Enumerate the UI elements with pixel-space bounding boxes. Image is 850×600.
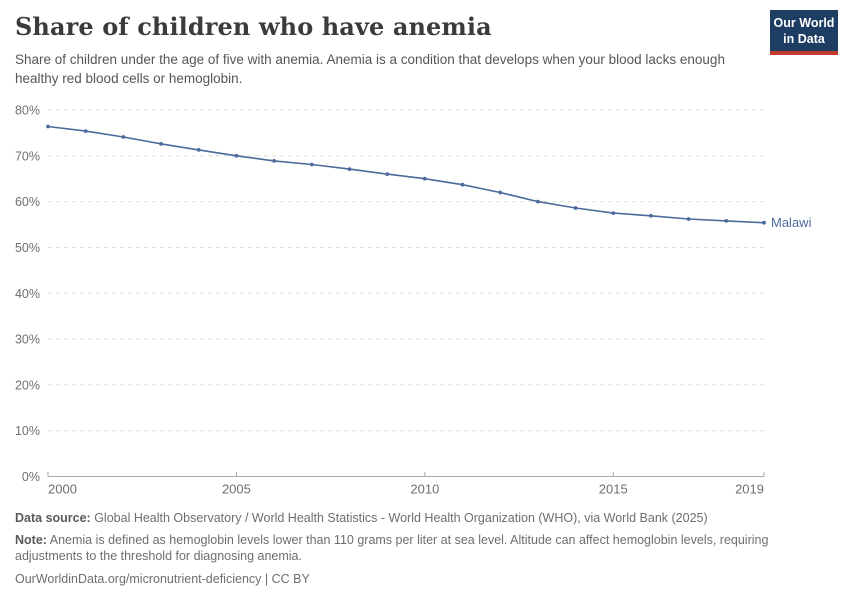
- data-point: [573, 206, 578, 210]
- data-point: [611, 211, 616, 216]
- y-tick-label: 50%: [15, 241, 40, 255]
- data-point: [385, 172, 390, 177]
- y-tick-label: 80%: [15, 104, 40, 118]
- y-tick-label: 10%: [15, 424, 40, 438]
- data-point: [649, 213, 653, 218]
- y-tick-label: 20%: [15, 378, 40, 392]
- chart-subtitle: Share of children under the age of five …: [15, 52, 725, 86]
- license-line: OurWorldinData.org/micronutrient-deficie…: [15, 571, 310, 586]
- y-tick-label: 40%: [15, 287, 40, 301]
- x-tick-label: 2019: [735, 482, 764, 497]
- data-source-label: Data source:: [15, 511, 91, 525]
- y-tick-label: 60%: [15, 195, 40, 209]
- note-line: Note: Anemia is defined as hemoglobin le…: [15, 532, 837, 565]
- data-point: [46, 124, 50, 129]
- data-point: [686, 217, 691, 221]
- y-tick-label: 0%: [22, 470, 40, 484]
- chart-header: Share of children who have anemia Share …: [15, 12, 760, 88]
- data-point: [536, 199, 540, 204]
- data-point: [460, 182, 465, 187]
- data-point: [347, 167, 352, 172]
- data-point: [83, 129, 88, 134]
- owid-logo-line1: Our World: [773, 16, 835, 30]
- owid-logo: Our World in Data: [770, 10, 838, 55]
- x-tick-label: 2010: [410, 482, 439, 497]
- series-line: [47, 125, 765, 224]
- owid-logo-line2: in Data: [783, 32, 825, 46]
- chart-footer: Data source: Global Health Observatory /…: [15, 510, 837, 592]
- data-source-line: Data source: Global Health Observatory /…: [15, 510, 837, 527]
- data-point: [272, 159, 276, 163]
- y-tick-label: 30%: [15, 333, 40, 347]
- entity-label: Malawi: [771, 215, 812, 230]
- y-tick-label: 70%: [15, 149, 40, 163]
- data-point: [498, 190, 503, 195]
- data-source-text: Global Health Observatory / World Health…: [90, 511, 708, 525]
- note-label: Note:: [15, 532, 47, 547]
- data-point: [762, 220, 766, 225]
- page-title: Share of children who have anemia: [15, 12, 492, 41]
- data-point: [422, 176, 427, 181]
- note-text: Anemia is defined as hemoglobin levels l…: [15, 532, 769, 564]
- data-point: [159, 142, 164, 146]
- x-tick-label: 2000: [48, 482, 77, 497]
- data-point: [724, 219, 729, 223]
- data-point: [234, 153, 239, 158]
- x-tick-label: 2015: [599, 482, 628, 497]
- x-tick-label: 2005: [222, 482, 251, 497]
- data-point: [121, 135, 126, 139]
- data-point: [309, 162, 314, 167]
- data-point: [196, 148, 201, 152]
